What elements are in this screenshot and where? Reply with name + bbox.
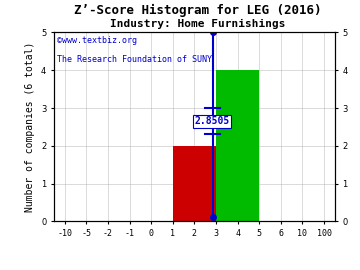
Y-axis label: Number of companies (6 total): Number of companies (6 total) (26, 42, 35, 212)
Text: 2.8505: 2.8505 (194, 116, 229, 126)
Bar (216, 70, 259, 221)
Text: Industry: Home Furnishings: Industry: Home Furnishings (110, 19, 286, 29)
Bar (173, 146, 216, 221)
Text: ©www.textbiz.org: ©www.textbiz.org (57, 36, 137, 45)
Text: The Research Foundation of SUNY: The Research Foundation of SUNY (57, 55, 212, 64)
Text: Z’-Score Histogram for LEG (2016): Z’-Score Histogram for LEG (2016) (74, 4, 322, 17)
